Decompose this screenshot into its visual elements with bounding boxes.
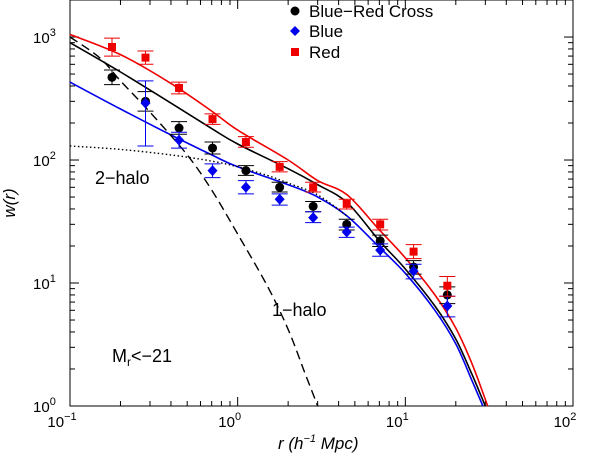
blue-point — [140, 97, 151, 109]
plot-area-frame — [69, 0, 574, 407]
red-point — [275, 162, 284, 171]
blue-point — [174, 134, 185, 146]
legend-label-red: Red — [309, 43, 340, 62]
red-point — [241, 138, 250, 147]
two-halo-term-curve — [69, 145, 348, 217]
red-point — [376, 220, 385, 229]
red-point — [141, 53, 150, 62]
red-point — [175, 84, 184, 93]
legend-label-cross: Blue−Red Cross — [309, 2, 433, 21]
legend: Blue−Red Cross Blue Red — [290, 2, 433, 62]
red-point — [107, 42, 116, 51]
blue-point — [207, 165, 218, 177]
legend-label-blue: Blue — [309, 22, 343, 41]
red-point — [309, 183, 318, 192]
blue-point — [375, 244, 386, 256]
legend-marker-blue — [290, 26, 300, 36]
cross-point — [107, 72, 117, 82]
x-axis-label: r (h−1 Mpc) — [278, 433, 359, 453]
x-tick-label: 10−1 — [47, 411, 76, 431]
magnitude-label: Mr<−21 — [112, 346, 172, 369]
data-points — [103, 37, 456, 318]
red-point — [342, 199, 351, 208]
y-axis-label: w(r) — [0, 188, 19, 217]
legend-marker-red — [291, 48, 299, 56]
blue-point — [308, 212, 319, 224]
legend-marker-cross — [290, 6, 300, 16]
cross-point — [308, 201, 318, 211]
red-point — [208, 115, 217, 124]
blue-point — [341, 226, 352, 238]
red-model-curve — [69, 33, 489, 407]
cross-point — [208, 143, 218, 153]
x-tick-label: 101 — [386, 411, 409, 431]
x-tick-label: 100 — [218, 411, 241, 431]
blue-point — [240, 181, 251, 193]
cross-point — [275, 182, 285, 192]
blue-point — [274, 193, 285, 205]
one-halo-term-curve — [69, 36, 319, 407]
one-halo-label: 1−halo — [272, 300, 327, 320]
y-tick-label: 100 — [33, 396, 56, 416]
y-tick-label: 103 — [33, 27, 56, 47]
blue-point — [408, 265, 419, 277]
y-tick-label: 101 — [33, 273, 56, 293]
blue-point — [442, 300, 453, 312]
red-point — [409, 247, 418, 256]
cross-point — [375, 236, 385, 246]
two-halo-label: 2−halo — [95, 168, 150, 188]
cross-point — [174, 123, 184, 133]
x-tick-label: 102 — [554, 411, 577, 431]
cross-model-curve — [69, 42, 487, 407]
y-tick-label: 102 — [33, 150, 56, 170]
cross-point — [241, 166, 251, 176]
red-point — [443, 281, 452, 290]
